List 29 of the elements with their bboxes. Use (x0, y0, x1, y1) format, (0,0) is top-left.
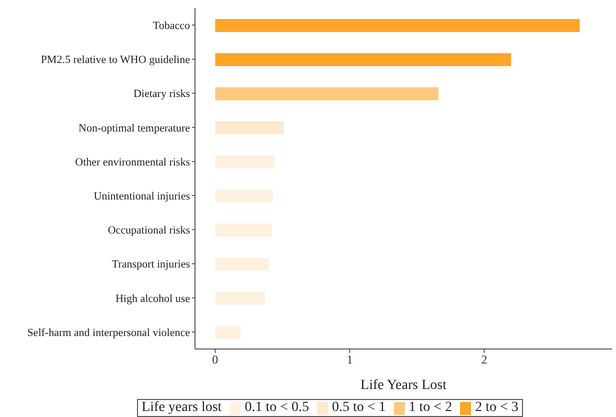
legend-label: 2 to < 3 (475, 400, 518, 416)
y-tick-label: Self-harm and interpersonal violence (27, 326, 190, 339)
y-tick-label: High alcohol use (115, 292, 190, 305)
legend-label: 0.5 to < 1 (332, 400, 386, 416)
bar (215, 53, 512, 66)
bar (215, 224, 272, 237)
y-tick-label: Dietary risks (133, 88, 190, 100)
y-tick-label: PM2.5 relative to WHO guideline (40, 54, 190, 66)
bar (215, 19, 580, 32)
y-tick-label: Tobacco (152, 20, 190, 32)
x-tick-label: 1 (346, 352, 353, 367)
bar (215, 155, 274, 168)
y-tick-label: Occupational risks (108, 224, 190, 237)
bar (215, 190, 274, 202)
legend-label: 1 to < 2 (408, 400, 452, 416)
bar (215, 258, 269, 271)
legend-label: 0.1 to < 0.5 (244, 400, 309, 416)
x-tick-label: 2 (481, 352, 488, 367)
y-tick-label: Unintentional injuries (94, 190, 190, 202)
x-tick-label: 0 (212, 352, 218, 367)
bar (215, 87, 438, 100)
bar (215, 326, 241, 339)
y-tick-label: Other environmental risks (75, 156, 190, 168)
x-axis-title: Life Years Lost (360, 378, 447, 393)
y-tick-label: Non-optimal temperature (78, 122, 190, 134)
legend-title: Life years lost (142, 400, 222, 416)
y-tick-label: Transport injuries (112, 258, 190, 271)
bar (215, 292, 265, 305)
bar (215, 121, 284, 134)
